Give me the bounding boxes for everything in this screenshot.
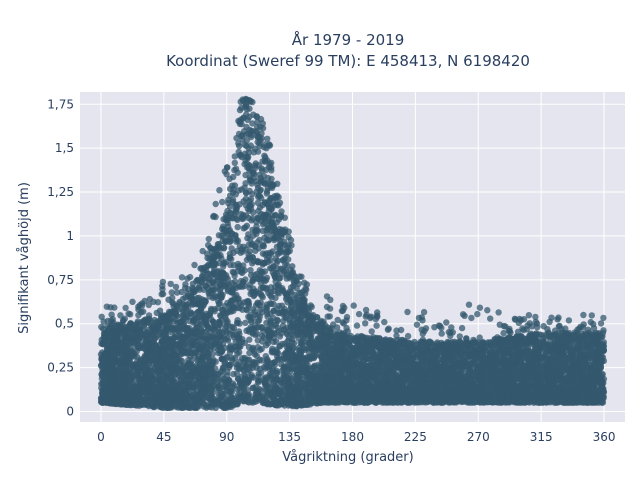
data-point: [236, 120, 244, 128]
data-point: [476, 304, 484, 311]
data-point: [293, 299, 301, 306]
data-point: [268, 294, 275, 301]
data-point: [565, 317, 573, 324]
data-point: [443, 319, 450, 326]
data-point: [235, 140, 242, 147]
data-point: [262, 353, 269, 360]
data-point: [245, 241, 252, 249]
data-point: [231, 159, 238, 167]
data-point: [500, 322, 508, 330]
data-point: [285, 256, 292, 263]
data-point: [250, 149, 257, 156]
data-point: [267, 289, 275, 296]
data-point: [168, 289, 175, 296]
data-point: [220, 244, 228, 251]
data-point: [431, 324, 438, 331]
data-point: [500, 329, 507, 337]
data-point: [237, 210, 245, 218]
data-point: [246, 336, 253, 343]
data-point: [212, 200, 219, 208]
data-point: [420, 308, 428, 316]
data-point: [223, 171, 230, 178]
data-point: [404, 332, 412, 340]
data-point: [159, 286, 166, 293]
data-point: [199, 247, 206, 255]
data-point: [242, 319, 249, 326]
data-point: [548, 314, 555, 321]
data-point: [245, 231, 252, 238]
data-point: [404, 308, 411, 316]
data-points: [97, 95, 608, 412]
data-point: [293, 294, 300, 301]
data-point: [362, 320, 369, 327]
data-point: [145, 301, 152, 309]
data-point: [285, 233, 292, 241]
data-point: [231, 153, 238, 160]
data-point: [353, 322, 361, 329]
data-point: [326, 305, 334, 312]
data-point: [129, 298, 136, 305]
data-point: [484, 307, 491, 314]
data-point: [362, 306, 370, 314]
data-point: [323, 293, 331, 300]
data-point: [172, 283, 180, 291]
data-point: [246, 349, 253, 357]
data-point: [368, 328, 375, 335]
data-point: [100, 318, 107, 325]
data-point: [532, 318, 540, 326]
data-point: [476, 334, 483, 341]
data-point: [456, 333, 463, 340]
data-point: [182, 281, 189, 288]
data-point: [122, 304, 129, 312]
data-point: [249, 120, 256, 127]
data-point: [263, 188, 271, 195]
data-point: [169, 294, 176, 302]
data-point: [381, 318, 388, 326]
data-point: [211, 292, 219, 300]
data-point: [600, 314, 607, 322]
data-point: [140, 308, 147, 315]
data-point: [223, 353, 231, 360]
data-point: [178, 274, 186, 281]
